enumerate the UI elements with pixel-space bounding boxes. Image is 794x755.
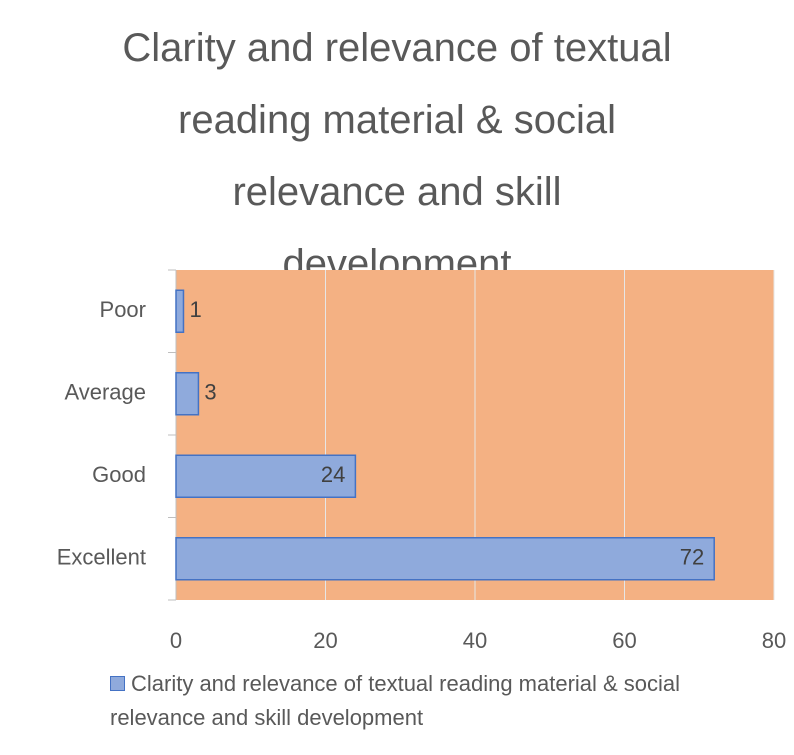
- data-label: 3: [204, 380, 216, 405]
- chart-title: Clarity and relevance of textual reading…: [122, 26, 672, 286]
- data-label: 72: [680, 545, 704, 570]
- y-tick-label: Excellent: [57, 545, 146, 570]
- x-tick-label: 20: [313, 628, 337, 653]
- legend-label: Clarity and relevance of textual reading…: [110, 671, 681, 730]
- bar: [175, 289, 185, 333]
- x-tick-label: 0: [170, 628, 182, 653]
- bar: [175, 454, 357, 498]
- data-label: 24: [321, 462, 345, 487]
- data-label: 1: [189, 297, 201, 322]
- bar: [175, 372, 200, 416]
- y-tick-label: Poor: [100, 297, 146, 322]
- x-tick-label: 40: [463, 628, 487, 653]
- x-tick-label: 60: [612, 628, 636, 653]
- y-tick-label: Good: [92, 462, 146, 487]
- y-tick-label: Average: [64, 380, 146, 405]
- x-tick-label: 80: [762, 628, 786, 653]
- bar: [175, 537, 715, 581]
- legend: Clarity and relevance of textual reading…: [110, 667, 770, 735]
- legend-swatch: [110, 676, 125, 691]
